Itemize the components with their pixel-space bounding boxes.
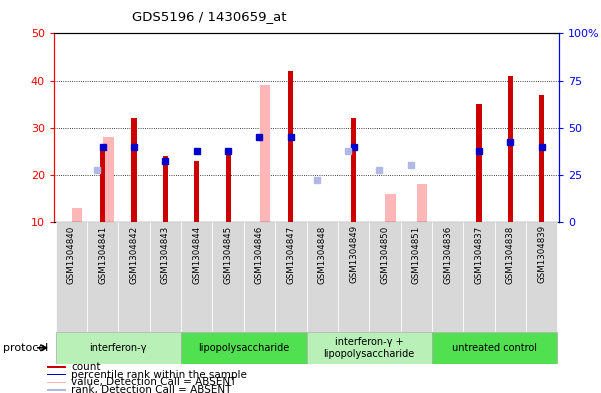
Text: GSM1304839: GSM1304839 (537, 225, 546, 283)
Bar (307, 222, 338, 332)
Text: GSM1304846: GSM1304846 (255, 225, 264, 284)
Text: GSM1304847: GSM1304847 (286, 225, 295, 284)
Bar (385, 194, 395, 222)
Bar (260, 85, 270, 222)
Bar (275, 222, 307, 332)
Text: rank, Detection Call = ABSENT: rank, Detection Call = ABSENT (71, 385, 231, 393)
Bar (194, 161, 200, 222)
Bar (150, 222, 181, 332)
Bar (463, 222, 495, 332)
Text: untreated control: untreated control (452, 343, 537, 353)
Text: GSM1304844: GSM1304844 (192, 225, 201, 284)
Bar (56, 222, 87, 332)
Text: GSM1304836: GSM1304836 (443, 225, 452, 284)
Bar (539, 95, 545, 222)
Bar (163, 156, 168, 222)
Bar (118, 222, 150, 332)
Bar (401, 222, 432, 332)
Text: GSM1304848: GSM1304848 (318, 225, 327, 284)
Bar (508, 76, 513, 222)
Text: GSM1304840: GSM1304840 (67, 225, 76, 284)
Text: GSM1304850: GSM1304850 (380, 225, 389, 284)
Bar (72, 208, 82, 222)
Bar (103, 137, 114, 222)
Text: value, Detection Call = ABSENT: value, Detection Call = ABSENT (71, 377, 237, 387)
Text: count: count (71, 362, 101, 372)
Bar (288, 71, 293, 222)
Text: protocol: protocol (3, 343, 48, 353)
Bar (369, 222, 401, 332)
Bar (495, 222, 526, 332)
Bar (181, 222, 212, 332)
Text: interferon-γ: interferon-γ (90, 343, 147, 353)
Text: lipopolysaccharide: lipopolysaccharide (198, 343, 290, 353)
Bar (432, 332, 557, 364)
Bar (56, 332, 181, 364)
Text: GSM1304838: GSM1304838 (506, 225, 515, 284)
Text: GDS5196 / 1430659_at: GDS5196 / 1430659_at (132, 10, 287, 23)
Text: interferon-γ +
lipopolysaccharide: interferon-γ + lipopolysaccharide (323, 337, 415, 358)
Bar (47, 366, 66, 368)
Text: GSM1304845: GSM1304845 (224, 225, 233, 284)
Bar (87, 222, 118, 332)
Bar (225, 151, 231, 222)
Bar (47, 382, 66, 383)
Bar (100, 147, 105, 222)
Bar (307, 332, 432, 364)
Bar (212, 222, 244, 332)
Bar (338, 222, 369, 332)
Bar (526, 222, 557, 332)
Bar (132, 118, 136, 222)
Bar (47, 374, 66, 375)
Text: GSM1304851: GSM1304851 (412, 225, 421, 284)
Bar (416, 184, 427, 222)
Text: GSM1304849: GSM1304849 (349, 225, 358, 283)
Text: GSM1304842: GSM1304842 (130, 225, 139, 284)
Text: GSM1304843: GSM1304843 (161, 225, 170, 284)
Bar (432, 222, 463, 332)
Bar (351, 118, 356, 222)
Text: percentile rank within the sample: percentile rank within the sample (71, 370, 247, 380)
Bar (244, 222, 275, 332)
Text: GSM1304837: GSM1304837 (474, 225, 483, 284)
Bar (477, 104, 481, 222)
Bar (47, 389, 66, 391)
Bar (181, 332, 307, 364)
Text: GSM1304841: GSM1304841 (98, 225, 107, 284)
